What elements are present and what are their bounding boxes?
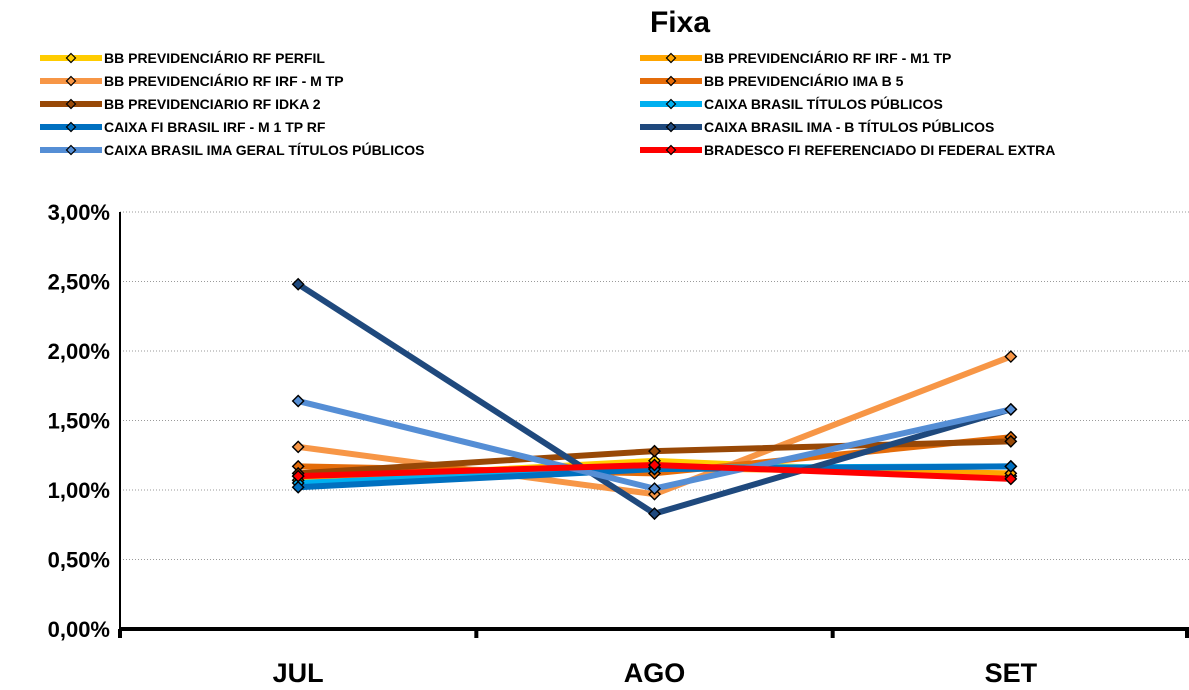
legend-label: BB PREVIDENCIÁRIO RF PERFIL: [104, 50, 325, 66]
legend-label: BB PREVIDENCIÁRIO IMA B 5: [704, 73, 904, 89]
data-point: [291, 480, 305, 494]
data-point: [291, 394, 305, 408]
legend-marker: [665, 144, 677, 156]
y-tick-label: 1,00%: [48, 478, 110, 503]
legend-label: CAIXA BRASIL TÍTULOS PÚBLICOS: [704, 95, 943, 112]
data-point: [291, 440, 305, 454]
legend-item: CAIXA BRASIL TÍTULOS PÚBLICOS: [640, 95, 943, 112]
legend-marker: [65, 144, 77, 156]
legend-item: CAIXA BRASIL IMA GERAL TÍTULOS PÚBLICOS: [40, 141, 424, 158]
data-point: [648, 507, 661, 521]
legend-item: BB PREVIDENCIÁRIO IMA B 5: [640, 73, 904, 89]
y-tick-label: 0,00%: [48, 617, 110, 642]
data-point: [1004, 459, 1018, 473]
x-axis: JUL AGO SET: [273, 658, 1038, 688]
data-point: [291, 469, 305, 483]
legend: BB PREVIDENCIÁRIO RF PERFIL BB PREVIDENCI…: [40, 50, 1055, 158]
legend-marker: [65, 121, 77, 133]
legend-marker: [65, 98, 77, 110]
legend-label: BB PREVIDENCIÁRIO RF IRF - M1 TP: [704, 50, 951, 66]
legend-item: CAIXA FI BRASIL IRF - M 1 TP RF: [40, 119, 326, 135]
legend-item: BB PREVIDENCIÁRIO RF PERFIL: [40, 50, 325, 66]
legend-item: BB PREVIDENCIÁRIO RF IRF - M TP: [40, 73, 344, 89]
legend-label: BB PREVIDENCIÁRIO RF IRF - M TP: [104, 73, 344, 89]
data-point: [648, 482, 661, 496]
axes: [118, 212, 1189, 638]
legend-item: BRADESCO FI REFERENCIADO DI FEDERAL EXTR…: [640, 142, 1055, 158]
legend-item: CAIXA BRASIL IMA - B TÍTULOS PÚBLICOS: [640, 118, 994, 135]
legend-item: BB PREVIDENCIÁRIO RF IRF - M1 TP: [640, 50, 951, 66]
legend-marker: [65, 75, 77, 87]
y-tick-label: 2,00%: [48, 339, 110, 364]
chart-title: Fixa: [650, 6, 710, 39]
y-tick-label: 3,00%: [48, 200, 110, 225]
legend-label: CAIXA BRASIL IMA - B TÍTULOS PÚBLICOS: [704, 118, 994, 135]
legend-marker: [665, 75, 677, 87]
legend-label: BRADESCO FI REFERENCIADO DI FEDERAL EXTR…: [704, 142, 1055, 158]
legend-marker: [65, 52, 77, 64]
data-point: [648, 458, 661, 472]
data-point: [1004, 402, 1018, 416]
data-point: [1004, 350, 1018, 364]
data-point: [1004, 472, 1018, 486]
x-tick-label: JUL: [273, 658, 324, 688]
legend-marker: [665, 98, 677, 110]
legend-marker: [665, 121, 677, 133]
legend-label: CAIXA FI BRASIL IRF - M 1 TP RF: [104, 119, 326, 135]
data-point: [291, 277, 305, 291]
legend-item: BB PREVIDENCIARIO RF IDKA 2: [40, 96, 321, 112]
y-axis: 0,00% 0,50% 1,00% 1,50% 2,00% 2,50% 3,00%: [48, 200, 110, 642]
legend-marker: [665, 52, 677, 64]
y-tick-label: 2,50%: [48, 270, 110, 295]
x-tick-label: AGO: [624, 658, 686, 688]
x-tick-label: SET: [985, 658, 1038, 688]
data-point: [1004, 434, 1018, 448]
y-tick-label: 1,50%: [48, 409, 110, 434]
y-tick-label: 0,50%: [48, 548, 110, 573]
series-markers: [291, 277, 1018, 521]
legend-label: BB PREVIDENCIARIO RF IDKA 2: [104, 96, 321, 112]
legend-label: CAIXA BRASIL IMA GERAL TÍTULOS PÚBLICOS: [104, 141, 424, 158]
data-point: [648, 444, 661, 458]
